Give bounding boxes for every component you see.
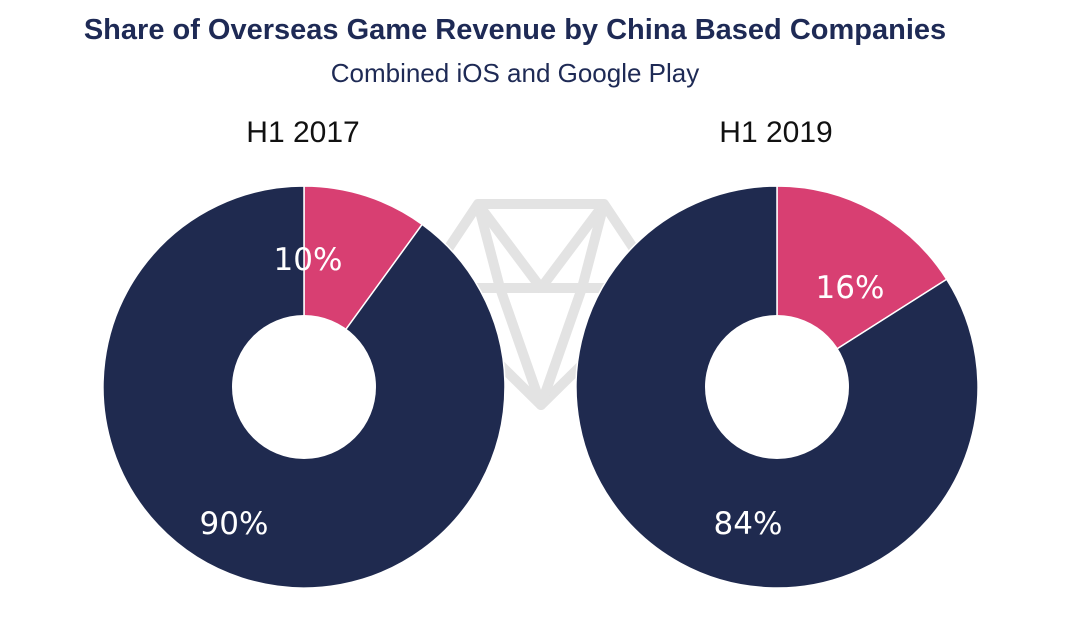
chart-subtitle: Combined iOS and Google Play	[330, 58, 700, 88]
donut-hole	[232, 315, 376, 459]
data-label-h1-2017-pink: 10%	[274, 242, 343, 278]
donut-title-h1-2017: H1 2017	[246, 116, 360, 149]
donut-title-h1-2019: H1 2019	[719, 116, 833, 149]
donut-hole	[705, 315, 849, 459]
donut-chart-h1-2019: 16% 84%	[575, 185, 979, 589]
chart-title: Share of Overseas Game Revenue by China …	[83, 14, 947, 46]
data-label-h1-2019-navy: 84%	[714, 506, 783, 542]
data-label-h1-2017-navy: 90%	[200, 506, 269, 542]
data-label-h1-2019-pink: 16%	[816, 270, 885, 306]
donut-chart-h1-2017: 10% 90%	[102, 185, 506, 589]
